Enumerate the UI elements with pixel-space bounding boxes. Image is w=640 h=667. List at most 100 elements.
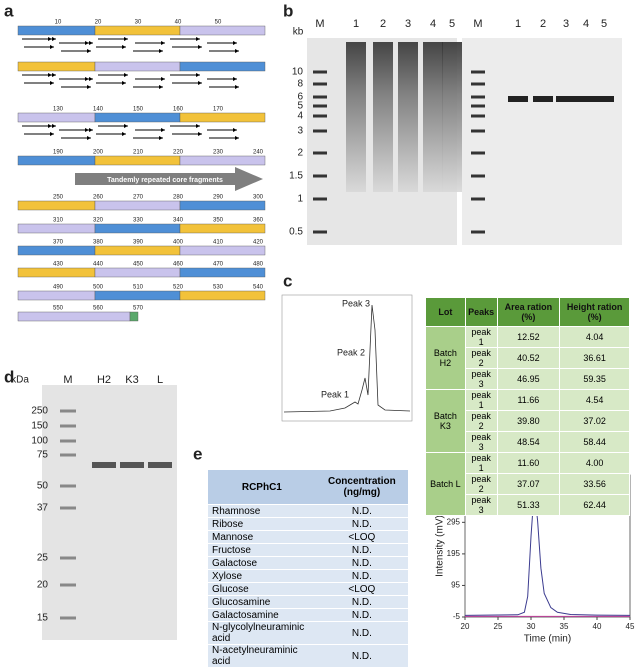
residue-number: 260: [93, 195, 104, 201]
ladder-band: [313, 115, 327, 118]
ladder-label: 4: [297, 111, 303, 122]
sequence-segment: [95, 156, 180, 165]
lane-label: 1: [353, 18, 359, 30]
arrow-head: [196, 37, 200, 41]
sequence-segment: [18, 312, 130, 321]
residue-number: 420: [253, 240, 264, 246]
residue-number: 460: [173, 262, 184, 268]
protein-band: [92, 462, 116, 468]
sequence-segment: [130, 312, 138, 321]
ladder-label: 37: [37, 503, 49, 514]
residue-number: 350: [213, 218, 224, 224]
sequence-segment: [95, 246, 180, 255]
table-cell: 4.54: [560, 390, 630, 411]
sequence-segment: [18, 246, 95, 255]
table-cell: peak 3: [465, 432, 497, 453]
protein-band: [120, 462, 144, 468]
protein-band: [148, 462, 172, 468]
arrow-head: [87, 136, 91, 140]
sequence-segment: [180, 224, 265, 233]
residue-number: 250: [53, 195, 64, 201]
arrow-head: [87, 85, 91, 89]
y-tick-label: -5: [453, 612, 461, 621]
table-cell: N.D.: [316, 518, 408, 531]
table-row: Mannose<LOQ: [208, 531, 408, 544]
table-cell: N.D.: [316, 544, 408, 557]
residue-number: 170: [213, 107, 224, 113]
ladder-label: 150: [31, 421, 48, 432]
y-tick-label: 195: [447, 549, 461, 558]
ladder-band: [60, 440, 76, 443]
sequence-segment: [95, 201, 180, 210]
residue-number: 320: [93, 218, 104, 224]
residue-number: 400: [173, 240, 184, 246]
lane-label: 2: [380, 18, 386, 30]
lane-label: 1: [515, 18, 521, 30]
x-tick-label: 40: [593, 622, 602, 631]
ladder-band: [471, 198, 485, 201]
arrow-head: [50, 132, 54, 136]
arrow-head: [196, 73, 200, 77]
residue-number: 20: [95, 20, 102, 26]
sequence-segment: [95, 291, 180, 300]
y-tick-label: 95: [451, 581, 460, 590]
ladder-label: 1: [297, 194, 303, 205]
arrow-head: [159, 136, 163, 140]
table-cell: peak 3: [465, 495, 497, 516]
table-cell: 36.61: [560, 348, 630, 369]
table-cell: Mannose: [208, 531, 316, 544]
arrow-head: [159, 49, 163, 53]
residue-number: 450: [133, 262, 144, 268]
unit-label: kDa: [11, 375, 29, 386]
ladder-label: 75: [37, 450, 49, 461]
lot-cell: Batch H2: [426, 327, 466, 390]
residue-number: 410: [213, 240, 224, 246]
figure: {"panel_labels": ["a", "b", "c", "d", "e…: [0, 0, 640, 645]
residue-number: 130: [53, 107, 64, 113]
ladder-band: [471, 175, 485, 178]
ladder-band: [471, 115, 485, 118]
lane-label: H2: [97, 374, 111, 386]
ladder-label: 25: [37, 553, 49, 564]
peak-label: Peak 1: [321, 389, 349, 399]
sequence-segment: [180, 62, 265, 71]
ladder-band: [471, 105, 485, 108]
residue-number: 560: [93, 306, 104, 312]
ladder-band: [60, 557, 76, 560]
arrow-head: [50, 81, 54, 85]
repeat-arrow-label: Tandemly repeated core fragments: [107, 177, 223, 184]
ladder-band: [313, 83, 327, 86]
lane-label: 3: [563, 18, 569, 30]
lane-label: K3: [125, 374, 138, 386]
ladder-label: 8: [297, 79, 303, 90]
panel-letter: c: [283, 271, 292, 290]
sequence-segment: [18, 291, 95, 300]
table-cell: 62.44: [560, 495, 630, 516]
x-tick-label: 25: [494, 622, 503, 631]
residue-number: 200: [93, 150, 104, 156]
sequence-segment: [180, 268, 265, 277]
sequence-segment: [180, 246, 265, 255]
table-cell: 4.00: [560, 453, 630, 474]
residue-number: 310: [53, 218, 64, 224]
residue-number: 340: [173, 218, 184, 224]
ladder-band: [471, 152, 485, 155]
arrow-head: [233, 77, 237, 81]
ladder-band: [313, 152, 327, 155]
residue-number: 290: [213, 195, 224, 201]
residue-number: 10: [55, 20, 62, 26]
panel-letter: b: [283, 1, 293, 20]
arrow-head: [122, 81, 126, 85]
peak-label: Peak 3: [342, 298, 370, 308]
ladder-band: [60, 584, 76, 587]
arrow-head: [87, 49, 91, 53]
table-cell: 39.80: [497, 411, 560, 432]
